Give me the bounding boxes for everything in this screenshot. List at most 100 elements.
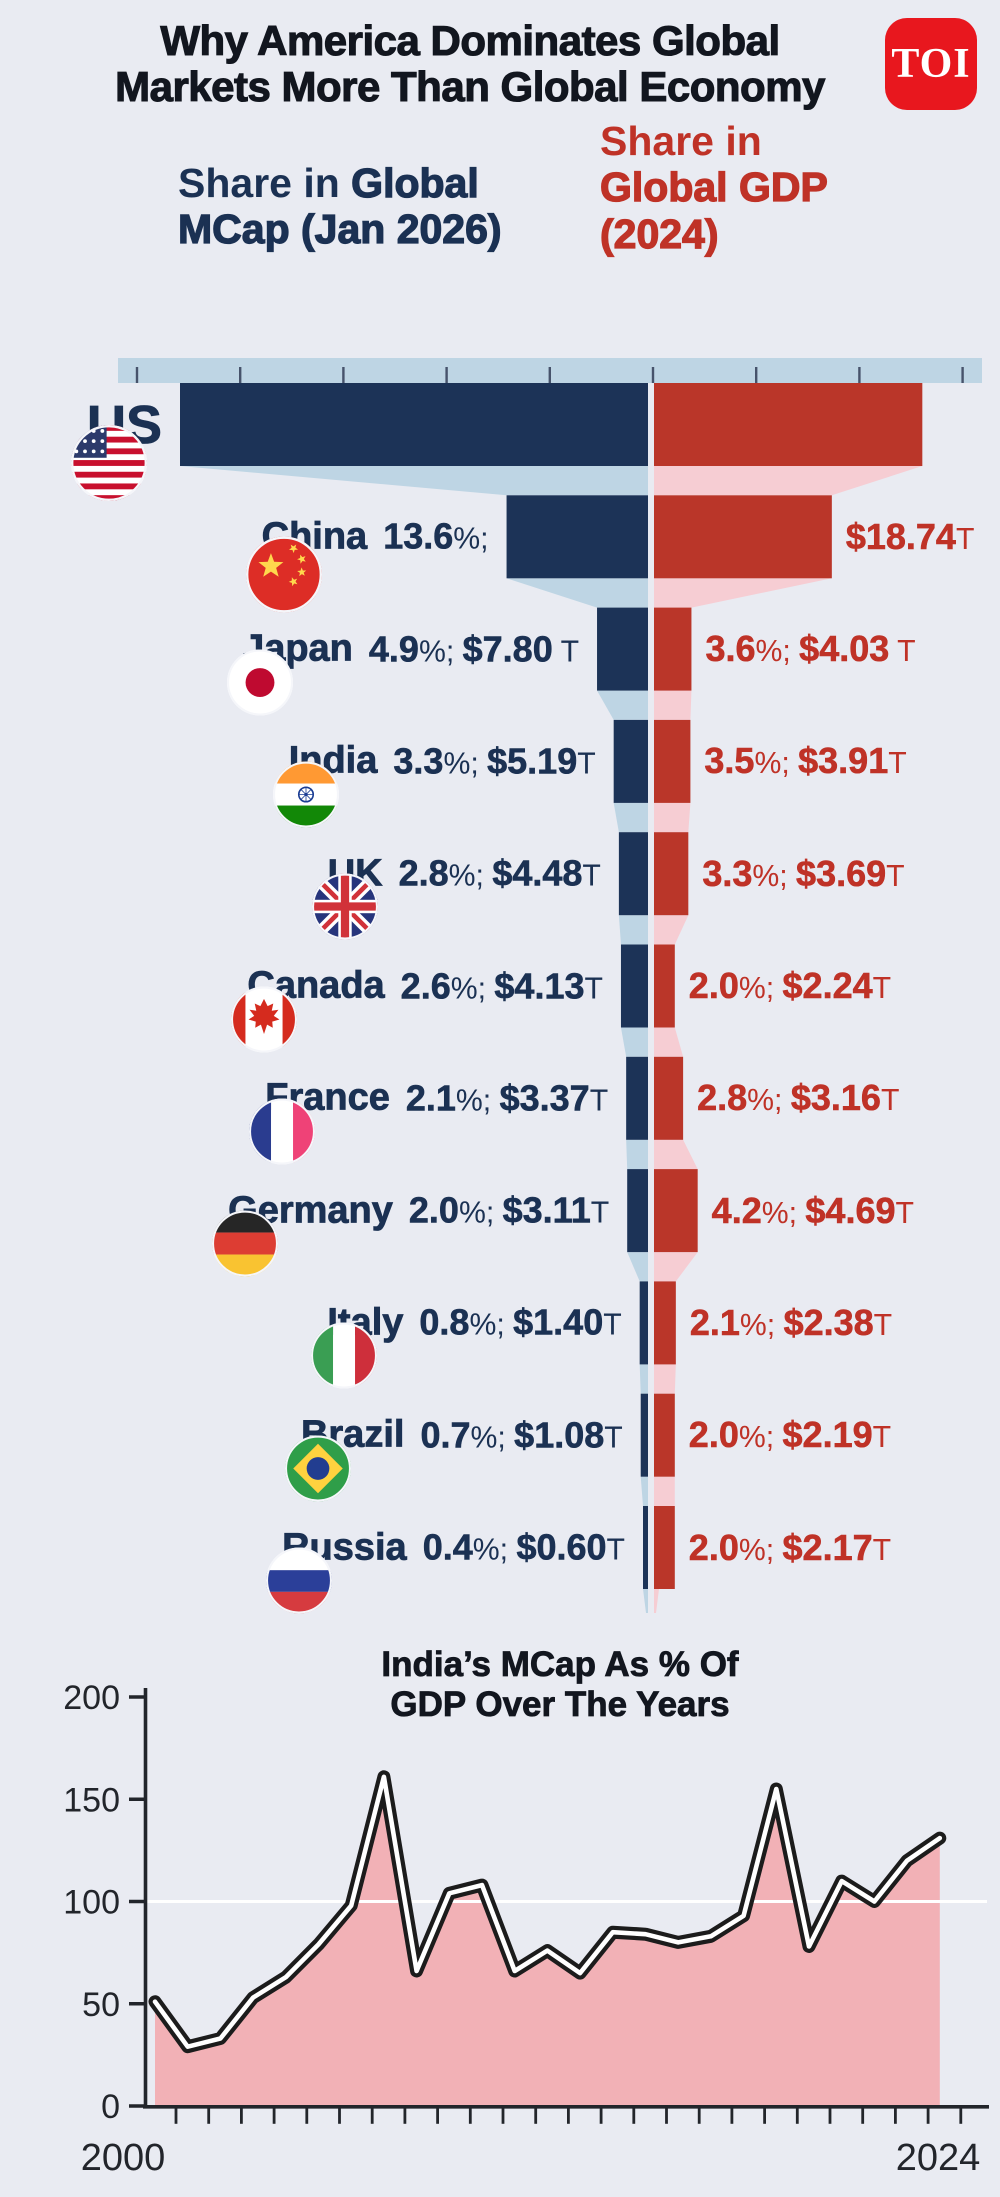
line-chart-title-line-2: GDP Over The Years [390,1684,730,1724]
funnel-connector-right [654,1139,698,1170]
funnel-connector-left [597,690,648,720]
gdp-value-japan: 3.6%; $4.03 T [705,628,915,670]
funnel-connector-left [626,1139,648,1170]
page-title-line-1: Why America Dominates Global [160,17,781,64]
funnel-connector-right [654,690,692,720]
y-tick-label-100: 100 [63,1884,120,1922]
area-fill [155,1776,940,2107]
x-label-start: 2000 [81,2137,166,2179]
funnel-stub-right [654,1589,659,1613]
mcap-header-line-1: Share in Global [178,159,479,206]
funnel-connector-left [618,915,648,945]
y-tick-label-200: 200 [63,1679,120,1717]
gdp-value-germany: 4.2%; $4.69T [711,1189,914,1232]
funnel-connector-right [654,1476,675,1506]
mcap-bar-canada [620,944,648,1028]
row-germany-left: Germany 2.0%; $3.11T [212,1189,610,1277]
gdp-bar-china [654,495,832,579]
mcap-header-line-2: MCap (Jan 2026) [177,206,502,253]
funnel-connector-right [654,466,923,496]
mcap-value-india: 3.3%; $5.19T [393,740,596,782]
mcap-value-japan: 4.9%; $7.80 T [368,628,580,670]
mcap-bar-china [506,495,648,579]
row-japan-left: Japan 4.9%; $7.80 T [227,627,580,716]
mcap-value-canada: 2.6%; $4.13T [400,965,603,1007]
row-china-left: China 13.6%; [245,515,489,613]
funnel-connector-left [627,1252,648,1282]
mcap-value-france: 2.1%; $3.37T [405,1077,609,1119]
row-canada-left: Canada 2.6%; $4.13T [231,964,603,1052]
mcap-value-russia: 0.4%; $0.60T [422,1526,625,1568]
gdp-value-text-italy: 2.1%; $2.38T [689,1301,893,1344]
mcap-bar-brazil [640,1393,648,1477]
mcap-column-header: Share in Global MCap (Jan 2026) [177,159,502,253]
line-chart-title-line-1: India’s MCap As % Of [381,1645,739,1685]
trend-line-inner [152,1774,943,2050]
mcap-value-uk: 2.8%; $4.48T [398,852,601,894]
gdp-value-text-france: 2.8%; $3.16T [697,1077,900,1119]
gdp-bar-brazil [654,1393,675,1477]
page-title-line-2: Markets More Than Global Economy [115,63,826,111]
gdp-value-text-brazil: 2.0%; $2.19T [688,1414,892,1456]
gdp-bar-italy [654,1281,676,1365]
mcap-bar-italy [639,1281,648,1365]
funnel-connector-right [654,1364,676,1394]
gdp-value-text-india: 3.5%; $3.91T [704,740,907,782]
gdp-header-line-2: Global GDP [599,164,828,211]
x-label-end: 2024 [896,2137,981,2179]
gdp-column-header: Share in Global GDP (2024) [599,118,828,257]
line-chart-title: India’s MCap As % Of GDP Over The Years [280,1645,840,1725]
mcap-bar-japan [597,607,648,691]
gdp-value-india: 3.5%; $3.91T [704,740,907,782]
row-us-left: US [70,394,162,501]
row-uk-left: UK 2.8%; $4.48T [311,852,601,940]
mcap-gdp-funnel-chart [118,358,982,1613]
gdp-value-text-china: $18.74T [845,515,975,557]
y-tick-label-0: 0 [101,2088,120,2126]
funnel-connector-right [654,1027,684,1057]
y-tick-label-50: 50 [82,1986,120,2024]
funnel-connector-left [620,1027,648,1057]
gdp-bar-uk [654,832,689,916]
gdp-value-france: 2.8%; $3.16T [697,1077,900,1119]
funnel-connector-left [640,1476,648,1506]
funnel-connector-right [654,915,689,945]
mcap-value-germany: 2.0%; $3.11T [408,1189,610,1231]
gdp-value-uk: 3.3%; $3.69T [702,852,905,895]
toi-logo: TOI [885,18,977,110]
gdp-bar-canada [654,944,675,1028]
row-france-left: France 2.1%; $3.37T [249,1076,609,1165]
gdp-value-canada: 2.0%; $2.24T [688,965,892,1007]
mcap-bar-us [180,383,648,466]
gdp-header-line-3: (2024) [599,210,719,257]
mcap-value-brazil: 0.7%; $1.08T [420,1414,623,1456]
funnel-connector-right [654,578,832,608]
gdp-header-line-1: Share in [600,118,762,164]
funnel-connector-left [180,466,648,496]
funnel-connector-left [639,1364,648,1394]
funnel-connector-left [613,802,648,833]
gdp-value-russia: 2.0%; $2.17T [688,1526,891,1569]
y-tick-label-150: 150 [63,1781,120,1819]
gdp-value-text-uk: 3.3%; $3.69T [702,852,905,894]
gdp-bar-japan [654,607,692,691]
mcap-bar-germany [627,1169,648,1253]
mcap-value-italy: 0.8%; $1.40T [419,1301,622,1344]
gdp-value-china: $18.74T [845,515,975,558]
row-brazil-left: Brazil 0.7%; $1.08T [284,1413,623,1502]
gdp-bar-russia [654,1506,675,1589]
row-russia-left: Russia 0.4%; $0.60T [266,1526,625,1614]
gdp-value-text-japan: 3.6%; $4.03 T [705,628,916,670]
gdp-value-text-germany: 4.2%; $4.69T [711,1189,914,1231]
row-italy-left: Italy 0.8%; $1.40T [311,1301,622,1389]
funnel-connector-right [654,802,691,833]
mcap-bar-france [626,1056,648,1140]
mcap-bar-russia [643,1506,648,1589]
funnel-stub-left [643,1589,648,1613]
funnel-connector-left [506,578,648,608]
gdp-value-text-canada: 2.0%; $2.24T [688,965,892,1007]
page-title: Why America Dominates Global Markets Mor… [20,17,920,111]
mcap-gdp-ratio-line-chart: 0 50 100 150 200 2000 2024 [63,1679,989,2179]
gdp-value-brazil: 2.0%; $2.19T [688,1414,892,1456]
